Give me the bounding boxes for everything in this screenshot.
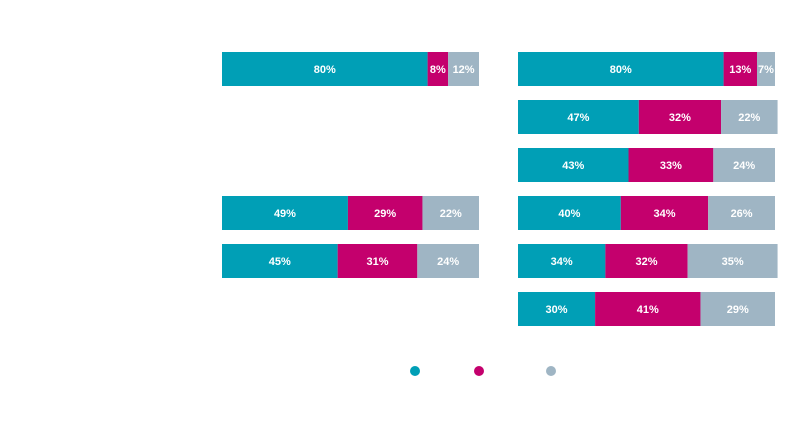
data-label-p2-r3-s3: 24% [733, 160, 755, 172]
legend [410, 366, 556, 376]
bar-segment-p2-r6-s1 [518, 292, 596, 326]
bar-segment-p2-r5-s2 [605, 244, 688, 278]
data-label-p1-r5-s1: 45% [269, 256, 291, 268]
bar-segment-p2-r3-s1 [518, 148, 629, 182]
bar-segment-p2-r1-s1 [518, 52, 724, 86]
bar-segment-p2-r1-s2 [723, 52, 758, 86]
data-label-p2-r4-s1: 40% [558, 208, 580, 220]
data-label-p2-r1-s2: 13% [729, 64, 751, 76]
data-label-p2-r6-s2: 41% [637, 304, 659, 316]
bar-segment-p2-r6-s3 [700, 292, 775, 326]
bar-segment-p1-r1-s1 [222, 52, 428, 86]
data-label-p1-r1-s2: 8% [430, 64, 446, 76]
bar-segment-p2-r5-s1 [518, 244, 606, 278]
data-label-p2-r4-s2: 34% [653, 208, 675, 220]
data-label-p2-r6-s3: 29% [727, 304, 749, 316]
data-label-p2-r5-s1: 34% [551, 256, 573, 268]
bar-segment-p1-r5-s1 [222, 244, 338, 278]
data-label-p2-r3-s1: 43% [562, 160, 584, 172]
data-label-p2-r4-s3: 26% [731, 208, 753, 220]
bar-segment-p2-r6-s2 [595, 292, 701, 326]
bar-segment-p2-r4-s3 [708, 196, 775, 230]
data-label-p2-r1-s3: 7% [758, 64, 774, 76]
data-label-p2-r2-s1: 47% [567, 112, 589, 124]
bar-segment-p2-r2-s2 [638, 100, 722, 134]
bar-segment-p2-r3-s2 [628, 148, 714, 182]
data-label-p1-r1-s1: 80% [314, 64, 336, 76]
data-label-p1-r4-s1: 49% [274, 208, 296, 220]
bar-segment-p2-r2-s1 [518, 100, 639, 134]
data-label-p1-r4-s2: 29% [374, 208, 396, 220]
data-label-p2-r6-s1: 30% [546, 304, 568, 316]
bar-segment-p2-r4-s1 [518, 196, 621, 230]
data-label-p2-r5-s2: 32% [635, 256, 657, 268]
bar-segment-p1-r1-s3 [448, 52, 479, 86]
bar-segment-p2-r5-s3 [687, 244, 778, 278]
data-label-p2-r5-s3: 35% [722, 256, 744, 268]
bar-segment-p1-r4-s3 [422, 196, 479, 230]
bar-segment-p1-r4-s2 [347, 196, 423, 230]
bar-segment-p2-r4-s2 [620, 196, 709, 230]
legend-marker-2 [474, 366, 484, 376]
bar-segment-p1-r1-s2 [427, 52, 449, 86]
bar-segment-p1-r4-s1 [222, 196, 348, 230]
data-label-p1-r5-s2: 31% [366, 256, 388, 268]
data-label-p1-r5-s3: 24% [437, 256, 459, 268]
bar-segment-p2-r1-s3 [757, 52, 775, 86]
data-label-p1-r1-s3: 12% [453, 64, 475, 76]
chart-panel-1: 80% 8% 12% 49% 29% 22% 45% 31% 24% [222, 52, 479, 278]
bar-segment-p1-r5-s2 [337, 244, 418, 278]
data-label-p2-r2-s3: 22% [738, 112, 760, 124]
legend-marker-3 [546, 366, 556, 376]
bar-segment-p1-r5-s3 [417, 244, 479, 278]
bar-segment-p2-r2-s3 [721, 100, 778, 134]
data-label-p1-r4-s3: 22% [440, 208, 462, 220]
data-label-p2-r1-s1: 80% [610, 64, 632, 76]
chart-panels: 80% 8% 12% 49% 29% 22% 45% 31% 24% 80% 13% 7% 47% 32%… [222, 52, 778, 326]
chart-panel-2: 80% 13% 7% 47% 32% 22% 43% 33% 24% 40% 34% 26% 34% 32… [518, 52, 778, 326]
legend-marker-1 [410, 366, 420, 376]
data-label-p2-r2-s2: 32% [669, 112, 691, 124]
data-label-p2-r3-s2: 33% [660, 160, 682, 172]
bar-segment-p2-r3-s3 [713, 148, 775, 182]
